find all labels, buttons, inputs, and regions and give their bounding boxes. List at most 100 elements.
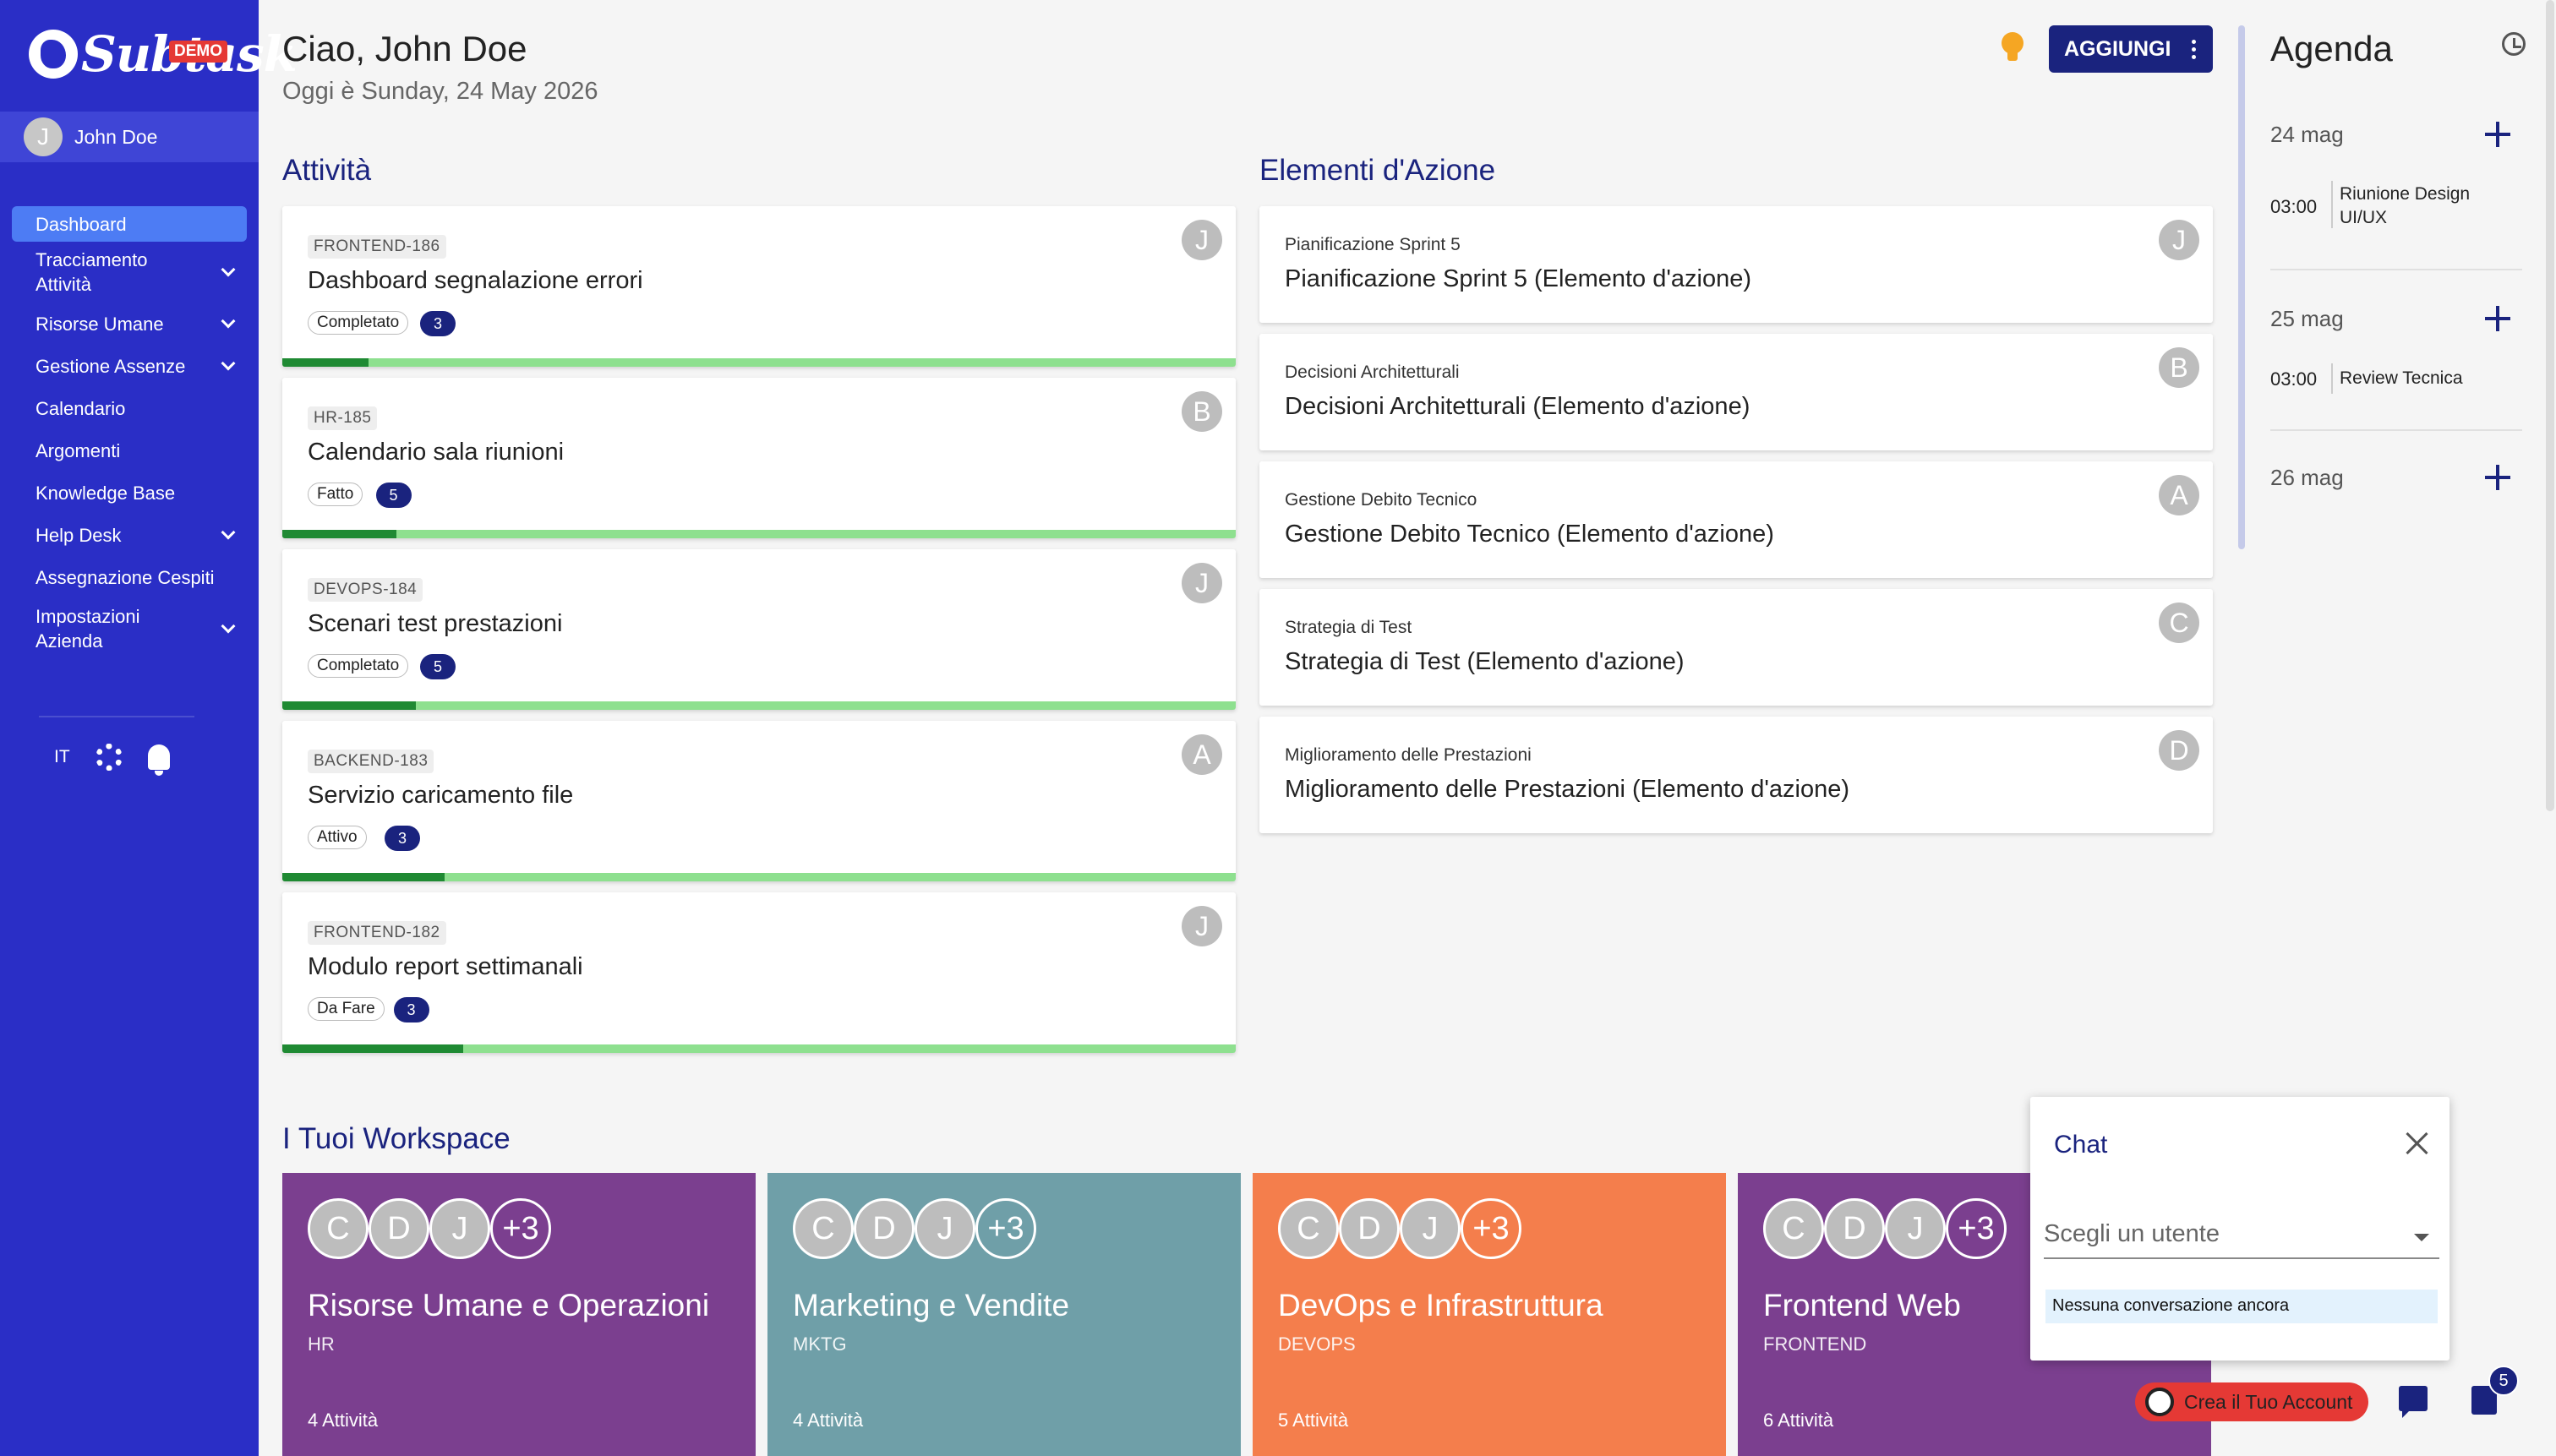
activity-title: Modulo report settimanali bbox=[308, 953, 583, 980]
avatar: D bbox=[1339, 1198, 1400, 1259]
divider bbox=[2331, 363, 2333, 394]
logo-icon bbox=[29, 30, 78, 79]
progress-fill bbox=[282, 1044, 464, 1053]
count-badge: 3 bbox=[385, 826, 420, 851]
workspace-name: Marketing e Vendite bbox=[793, 1288, 1070, 1322]
avatar: J bbox=[2159, 220, 2199, 260]
action-item-title: Miglioramento delle Prestazioni (Element… bbox=[1285, 776, 1850, 803]
action-item-card[interactable]: Miglioramento delle Prestazioni Miglioram… bbox=[1259, 717, 2213, 833]
create-account-button[interactable]: Crea il Tuo Account bbox=[2135, 1382, 2368, 1421]
avatar: C bbox=[1763, 1198, 1824, 1259]
bell-icon[interactable] bbox=[147, 744, 170, 776]
action-item-card[interactable]: Pianificazione Sprint 5 Pianificazione Sp… bbox=[1259, 206, 2213, 323]
activity-card[interactable]: HR-185 Calendario sala riunioni Fatto 5 B bbox=[282, 378, 1236, 538]
progress-fill bbox=[282, 358, 369, 367]
sidebar-item-assegnazione-cespiti[interactable]: Assegnazione Cespiti bbox=[12, 556, 247, 598]
workspace-task-count: 4 Attività bbox=[793, 1410, 864, 1431]
sidebar-item-dashboard[interactable]: Dashboard bbox=[12, 206, 247, 242]
add-event-icon[interactable] bbox=[2485, 122, 2510, 147]
avatar: C bbox=[1278, 1198, 1339, 1259]
close-icon[interactable] bbox=[2404, 1131, 2429, 1156]
workspace-card[interactable]: C D J +3 Frontend Web FRONTEND 6 Attività bbox=[1738, 1173, 2211, 1456]
sidebar-item-label: Calendario bbox=[36, 397, 126, 419]
avatar: J bbox=[1400, 1198, 1461, 1259]
sidebar-item-argomenti[interactable]: Argomenti bbox=[12, 429, 247, 472]
add-event-icon[interactable] bbox=[2485, 465, 2510, 490]
sidebar-item-calendario[interactable]: Calendario bbox=[12, 387, 247, 429]
agenda-divider bbox=[2238, 25, 2245, 549]
progress-bar bbox=[282, 530, 1236, 538]
tasks-badge: 5 bbox=[2488, 1366, 2519, 1396]
theme-toggle-icon[interactable] bbox=[95, 744, 123, 771]
avatar: J bbox=[1885, 1198, 1946, 1259]
user-menu[interactable]: J John Doe bbox=[0, 112, 259, 162]
avatar: D bbox=[369, 1198, 429, 1259]
add-event-icon[interactable] bbox=[2485, 306, 2510, 331]
agenda-event[interactable]: Riunione Design UI/UX bbox=[2340, 184, 2471, 227]
avatar: J bbox=[429, 1198, 490, 1259]
sidebar-nav: Dashboard Tracciamento Attività Risorse … bbox=[12, 206, 247, 659]
activity-title: Calendario sala riunioni bbox=[308, 439, 565, 466]
activity-card[interactable]: DEVOPS-184 Scenari test prestazioni Comple… bbox=[282, 549, 1236, 710]
avatar: D bbox=[1824, 1198, 1885, 1259]
user-select[interactable]: Scegli un utente bbox=[2044, 1215, 2439, 1259]
more-members-badge: +3 bbox=[1461, 1198, 1521, 1259]
more-members-badge: +3 bbox=[490, 1198, 551, 1259]
avatar: B bbox=[1182, 391, 1222, 432]
chevron-down-icon bbox=[221, 356, 236, 371]
chat-icon[interactable] bbox=[2399, 1386, 2428, 1418]
activity-code: HR-185 bbox=[308, 406, 378, 430]
status-badge: Fatto bbox=[308, 483, 363, 506]
more-members-badge: +3 bbox=[975, 1198, 1036, 1259]
action-item-card[interactable]: Strategia di Test Strategia di Test (Elem… bbox=[1259, 589, 2213, 706]
action-item-subtitle: Pianificazione Sprint 5 bbox=[1285, 235, 1461, 254]
language-switch[interactable]: IT bbox=[54, 747, 70, 766]
progress-bar bbox=[282, 1044, 1236, 1053]
agenda-event[interactable]: Review Tecnica bbox=[2340, 368, 2463, 388]
chat-panel: Chat Scegli un utente Nessuna conversazi… bbox=[2030, 1097, 2450, 1361]
action-item-card[interactable]: Decisioni Architetturali Decisioni Archit… bbox=[1259, 334, 2213, 450]
sidebar-item-tracciamento[interactable]: Tracciamento Attività bbox=[12, 242, 247, 303]
activity-card[interactable]: FRONTEND-182 Modulo report settimanali Da … bbox=[282, 892, 1236, 1053]
add-button-label: AGGIUNGI bbox=[2064, 36, 2171, 61]
workspace-card[interactable]: C D J +3 Risorse Umane e Operazioni HR 4 Attiv… bbox=[282, 1173, 756, 1456]
avatar: D bbox=[2159, 730, 2199, 771]
count-badge: 3 bbox=[393, 997, 429, 1022]
avatar: A bbox=[1182, 734, 1222, 775]
activity-card[interactable]: BACKEND-183 Servizio caricamento file Atti… bbox=[282, 721, 1236, 881]
demo-badge: DEMO bbox=[169, 41, 227, 63]
action-item-subtitle: Decisioni Architetturali bbox=[1285, 363, 1460, 382]
workspace-card[interactable]: C D J +3 Marketing e Vendite MKTG 4 Attività bbox=[767, 1173, 1241, 1456]
count-badge: 5 bbox=[375, 483, 412, 508]
sidebar-item-help-desk[interactable]: Help Desk bbox=[12, 514, 247, 556]
sidebar-item-impostazioni-azienda[interactable]: Impostazioni Azienda bbox=[12, 598, 247, 659]
sidebar-item-label: Dashboard bbox=[36, 213, 127, 235]
sidebar-item-risorse-umane[interactable]: Risorse Umane bbox=[12, 303, 247, 345]
more-members-badge: +3 bbox=[1946, 1198, 2007, 1259]
sidebar-item-label: Assegnazione Cespiti bbox=[36, 566, 215, 588]
workspace-code: HR bbox=[308, 1333, 335, 1355]
workspace-card[interactable]: C D J +3 DevOps e Infrastruttura DEVOPS 5 Atti… bbox=[1253, 1173, 1726, 1456]
activities-list: FRONTEND-186 Dashboard segnalazione error… bbox=[282, 206, 1236, 1064]
sidebar-item-label: Impostazioni Azienda bbox=[36, 606, 140, 652]
lightbulb-icon[interactable] bbox=[2002, 32, 2024, 64]
progress-fill bbox=[282, 530, 397, 538]
activity-code: BACKEND-183 bbox=[308, 750, 434, 773]
today-date: Oggi è Sunday, 24 May 2026 bbox=[282, 78, 598, 105]
workspace-name: DevOps e Infrastruttura bbox=[1278, 1288, 1603, 1322]
create-account-label: Crea il Tuo Account bbox=[2184, 1390, 2353, 1413]
logo[interactable]: Subtask bbox=[29, 22, 298, 86]
avatar: C bbox=[308, 1198, 369, 1259]
history-icon[interactable] bbox=[2502, 32, 2526, 56]
user-name: John Doe bbox=[74, 125, 158, 148]
avatar: A bbox=[2159, 475, 2199, 515]
sidebar-item-knowledge-base[interactable]: Knowledge Base bbox=[12, 472, 247, 514]
sidebar-item-gestione-assenze[interactable]: Gestione Assenze bbox=[12, 345, 247, 387]
activity-card[interactable]: FRONTEND-186 Dashboard segnalazione error… bbox=[282, 206, 1236, 367]
avatar: J bbox=[1182, 563, 1222, 603]
scrollbar[interactable] bbox=[2546, 0, 2554, 811]
activities-title: Attività bbox=[282, 154, 372, 187]
action-item-card[interactable]: Gestione Debito Tecnico Gestione Debito T… bbox=[1259, 461, 2213, 578]
divider bbox=[2270, 429, 2522, 431]
add-button[interactable]: AGGIUNGI bbox=[2049, 25, 2213, 73]
